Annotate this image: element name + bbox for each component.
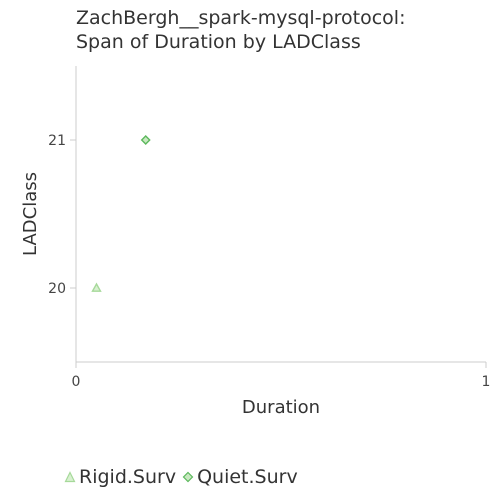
legend-item-quiet-surv[interactable]: Quiet.Surv — [182, 466, 298, 488]
x-tick-label: 0 — [72, 374, 81, 390]
y-tick-label: 21 — [48, 133, 66, 149]
triangle-marker-icon — [64, 471, 76, 483]
data-point-rigid-surv[interactable] — [91, 282, 102, 292]
data-points — [91, 135, 151, 292]
chart-title: ZachBergh__spark-mysql-protocol: Span of… — [76, 6, 496, 54]
y-tick-label: 20 — [48, 281, 66, 297]
data-point-quiet-surv[interactable] — [140, 135, 151, 145]
legend-label: Rigid.Surv — [79, 466, 177, 488]
x-tick-label: 1 — [482, 374, 491, 390]
chart-title-line-2: Span of Duration by LADClass — [76, 31, 361, 53]
legend-label: Quiet.Surv — [197, 466, 298, 488]
x-axis-label: Duration — [242, 397, 320, 418]
legend: Rigid.Surv Quiet.Surv — [64, 464, 304, 490]
y-axis-label: LADClass — [20, 172, 41, 256]
chart-title-line-1: ZachBergh__spark-mysql-protocol: — [76, 7, 406, 29]
diamond-marker-icon — [182, 471, 194, 483]
legend-item-rigid-surv[interactable]: Rigid.Surv — [64, 466, 176, 488]
